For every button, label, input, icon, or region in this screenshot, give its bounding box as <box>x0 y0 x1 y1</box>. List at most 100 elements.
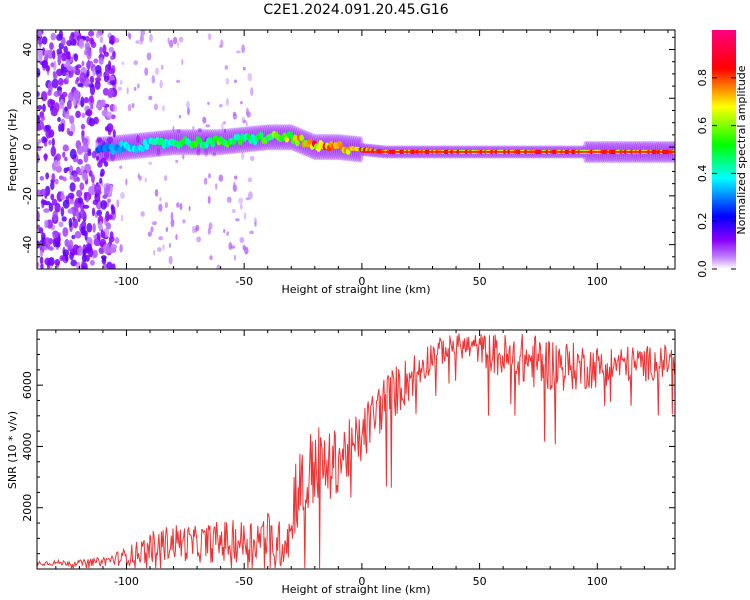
spectral-blob <box>127 103 132 112</box>
spectral-blob <box>83 152 89 163</box>
spectrogram-marks <box>37 30 675 269</box>
spectral-blob <box>146 52 152 61</box>
spectral-blob <box>45 172 50 180</box>
spectral-blob <box>121 61 125 66</box>
spectral-blob <box>219 44 223 48</box>
spectral-blob <box>46 219 53 229</box>
spectral-blob <box>119 165 123 169</box>
spectral-blob <box>94 80 101 90</box>
spectral-blob <box>72 66 77 73</box>
snr-y-label: SNR (10 * v/v) <box>6 411 19 489</box>
spectral-blob <box>182 219 186 224</box>
spectral-blob <box>58 221 64 228</box>
spectral-blob <box>107 198 111 203</box>
spectral-blob <box>65 59 71 69</box>
ridge-core <box>116 146 122 154</box>
spectral-blob <box>50 62 55 68</box>
spectral-blob <box>49 42 54 50</box>
spectral-blob <box>140 30 146 37</box>
spectral-blob <box>64 113 71 120</box>
spectral-blob <box>62 151 66 158</box>
spectral-blob <box>51 137 55 147</box>
spectral-blob <box>172 36 178 45</box>
snr-series-line <box>37 333 675 569</box>
spectral-blob <box>95 64 102 74</box>
spectral-blob <box>110 204 114 211</box>
spectral-blob <box>254 221 257 227</box>
spectral-blob <box>224 65 229 70</box>
spectral-blob <box>40 115 45 121</box>
spectral-blob <box>159 197 162 202</box>
spectral-blob <box>63 167 68 174</box>
spectral-blob <box>111 263 116 269</box>
spectral-blob <box>43 208 50 213</box>
spectral-blob <box>51 173 56 181</box>
spectrogram-frame <box>36 29 676 270</box>
spectral-blob <box>235 50 241 54</box>
spectral-blob <box>47 98 54 108</box>
spectral-blob <box>140 211 145 217</box>
spectral-blob <box>58 77 64 86</box>
spectral-blob <box>37 153 40 164</box>
colorbar-ticks: 0.0 0.2 0.4 0.6 0.8 <box>696 69 736 278</box>
spectral-blob <box>216 264 221 269</box>
spectral-blob <box>133 60 138 66</box>
spectral-blob <box>140 35 145 43</box>
spectral-blob <box>90 41 97 48</box>
spectral-blob <box>39 175 45 181</box>
spectral-blob <box>37 138 42 144</box>
spectral-blob <box>112 129 116 138</box>
spectral-blob <box>37 91 40 98</box>
ridge-core <box>210 140 216 148</box>
spectral-blob <box>47 81 54 92</box>
spectral-blob <box>52 230 59 240</box>
spectral-blob <box>77 158 83 165</box>
spectral-blob <box>37 104 43 110</box>
spectral-blob <box>159 79 163 89</box>
colorbar-tick-label: 0.6 <box>696 117 709 135</box>
spectral-blob <box>242 119 247 124</box>
spectral-blob <box>102 194 108 199</box>
spectral-blob <box>158 236 164 241</box>
spectral-blob <box>68 239 74 250</box>
spectral-blob <box>149 33 153 43</box>
spectral-blob <box>120 214 124 222</box>
spectral-blob <box>244 246 249 255</box>
ridge-core <box>294 139 300 147</box>
y-tick-label: -40 <box>21 236 34 254</box>
spectral-blob <box>77 82 84 88</box>
spectral-blob <box>82 265 87 269</box>
spectral-blob <box>55 165 62 173</box>
spectral-blob <box>90 104 94 110</box>
spectral-blob <box>207 101 210 105</box>
spectral-blob <box>39 188 47 197</box>
spectral-blob <box>85 243 92 252</box>
spectral-blob <box>69 148 77 160</box>
spectral-blob <box>234 175 238 180</box>
spectral-blob <box>61 216 67 222</box>
spectral-blob <box>40 199 47 204</box>
ridge-core <box>140 145 146 153</box>
spectral-blob <box>40 263 44 269</box>
spectral-blob <box>152 220 158 226</box>
spectral-blob <box>247 177 253 183</box>
spectral-blob <box>41 36 48 45</box>
spectral-blob <box>50 193 55 201</box>
spectral-blob <box>222 121 226 125</box>
spectral-blob <box>221 122 224 131</box>
snr-x-label: Height of straight line (km) <box>281 583 430 596</box>
spectral-blob <box>235 218 240 222</box>
spectral-blob <box>87 151 92 157</box>
spectral-blob <box>73 53 79 62</box>
spectral-blob <box>60 63 65 73</box>
ridge-core <box>292 134 298 142</box>
spectral-blob <box>42 137 48 143</box>
spectral-blob <box>112 83 117 90</box>
spectral-blob <box>108 46 115 53</box>
snr-marks <box>37 333 675 569</box>
x-tick-label: -50 <box>235 275 253 288</box>
spectral-blob <box>119 244 123 253</box>
spectrogram-y-label: Frequency (Hz) <box>6 109 19 192</box>
spectral-blob <box>44 49 51 56</box>
